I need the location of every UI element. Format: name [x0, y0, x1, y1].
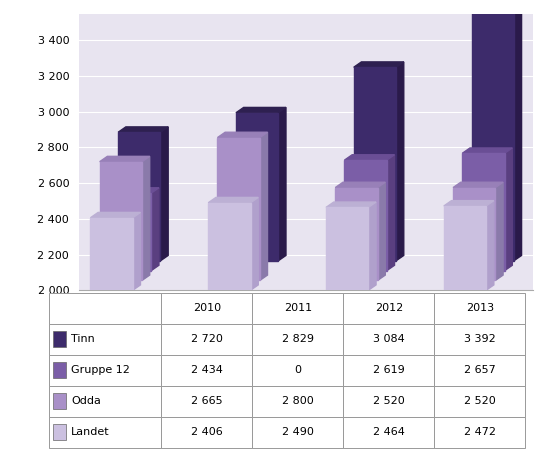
Bar: [162, 386, 252, 417]
Polygon shape: [208, 203, 251, 290]
Bar: [53, 331, 66, 347]
Bar: [343, 417, 434, 448]
Polygon shape: [236, 108, 286, 113]
Text: Tinn: Tinn: [71, 334, 95, 344]
Polygon shape: [335, 182, 385, 188]
Polygon shape: [368, 202, 376, 290]
Polygon shape: [462, 153, 505, 270]
Polygon shape: [496, 182, 503, 280]
Text: 2 665: 2 665: [191, 396, 222, 406]
Text: 2011: 2011: [284, 303, 312, 313]
Text: 2012: 2012: [375, 303, 403, 313]
Polygon shape: [151, 188, 159, 270]
Text: 2 520: 2 520: [464, 396, 496, 406]
Text: 2013: 2013: [466, 303, 494, 313]
Bar: [343, 386, 434, 417]
Bar: [53, 362, 66, 378]
Bar: [343, 355, 434, 386]
Bar: [53, 393, 66, 409]
Polygon shape: [251, 198, 258, 290]
Polygon shape: [326, 202, 376, 207]
Bar: [252, 355, 343, 386]
Bar: [162, 292, 252, 324]
Polygon shape: [453, 182, 503, 188]
Polygon shape: [462, 148, 512, 153]
Polygon shape: [279, 108, 286, 261]
Polygon shape: [486, 201, 494, 290]
Text: 2 657: 2 657: [464, 365, 496, 375]
Text: 2 800: 2 800: [282, 396, 314, 406]
Polygon shape: [109, 188, 159, 193]
Bar: [434, 386, 526, 417]
Bar: [162, 355, 252, 386]
Text: Landet: Landet: [71, 427, 109, 437]
Bar: [49, 292, 162, 324]
Text: 2 472: 2 472: [464, 427, 496, 437]
Polygon shape: [326, 207, 368, 290]
Polygon shape: [505, 148, 512, 270]
Polygon shape: [444, 201, 494, 206]
Text: 0: 0: [294, 365, 301, 375]
Bar: [49, 324, 162, 355]
Text: 3 392: 3 392: [464, 334, 496, 344]
Polygon shape: [354, 67, 396, 261]
Polygon shape: [100, 162, 142, 280]
Text: 2 829: 2 829: [282, 334, 314, 344]
Bar: [49, 355, 162, 386]
Polygon shape: [472, 12, 514, 261]
Polygon shape: [118, 132, 160, 261]
Bar: [252, 324, 343, 355]
Text: 2010: 2010: [193, 303, 221, 313]
Text: 2 406: 2 406: [191, 427, 223, 437]
Bar: [434, 417, 526, 448]
Bar: [252, 386, 343, 417]
Polygon shape: [218, 138, 260, 280]
Bar: [162, 417, 252, 448]
Text: 2 434: 2 434: [191, 365, 223, 375]
Text: 2 619: 2 619: [373, 365, 405, 375]
Text: 2 490: 2 490: [282, 427, 314, 437]
Text: 3 084: 3 084: [373, 334, 405, 344]
Polygon shape: [472, 7, 522, 12]
Polygon shape: [444, 206, 486, 290]
Text: 2 464: 2 464: [373, 427, 405, 437]
Polygon shape: [354, 62, 404, 67]
Polygon shape: [260, 132, 268, 280]
Text: 2 720: 2 720: [191, 334, 223, 344]
Polygon shape: [133, 212, 140, 290]
Polygon shape: [218, 132, 268, 138]
Bar: [434, 355, 526, 386]
Polygon shape: [514, 7, 522, 261]
Polygon shape: [109, 193, 151, 270]
Polygon shape: [160, 127, 168, 261]
Polygon shape: [142, 156, 150, 280]
Text: Odda: Odda: [71, 396, 101, 406]
Text: 2 520: 2 520: [373, 396, 405, 406]
Polygon shape: [208, 198, 258, 203]
Polygon shape: [118, 127, 168, 132]
Bar: [343, 292, 434, 324]
Bar: [434, 292, 526, 324]
Polygon shape: [378, 182, 385, 280]
Bar: [53, 424, 66, 440]
Text: Gruppe 12: Gruppe 12: [71, 365, 130, 375]
Polygon shape: [344, 155, 394, 160]
Bar: [252, 292, 343, 324]
Bar: [434, 324, 526, 355]
Polygon shape: [344, 160, 387, 270]
Polygon shape: [100, 156, 150, 162]
Bar: [49, 386, 162, 417]
Polygon shape: [396, 62, 404, 261]
Bar: [343, 324, 434, 355]
Polygon shape: [453, 188, 496, 280]
Polygon shape: [387, 155, 394, 270]
Polygon shape: [335, 188, 378, 280]
Polygon shape: [90, 212, 140, 218]
Polygon shape: [90, 218, 133, 290]
Bar: [49, 417, 162, 448]
Bar: [252, 417, 343, 448]
Bar: [162, 324, 252, 355]
Polygon shape: [236, 113, 279, 261]
